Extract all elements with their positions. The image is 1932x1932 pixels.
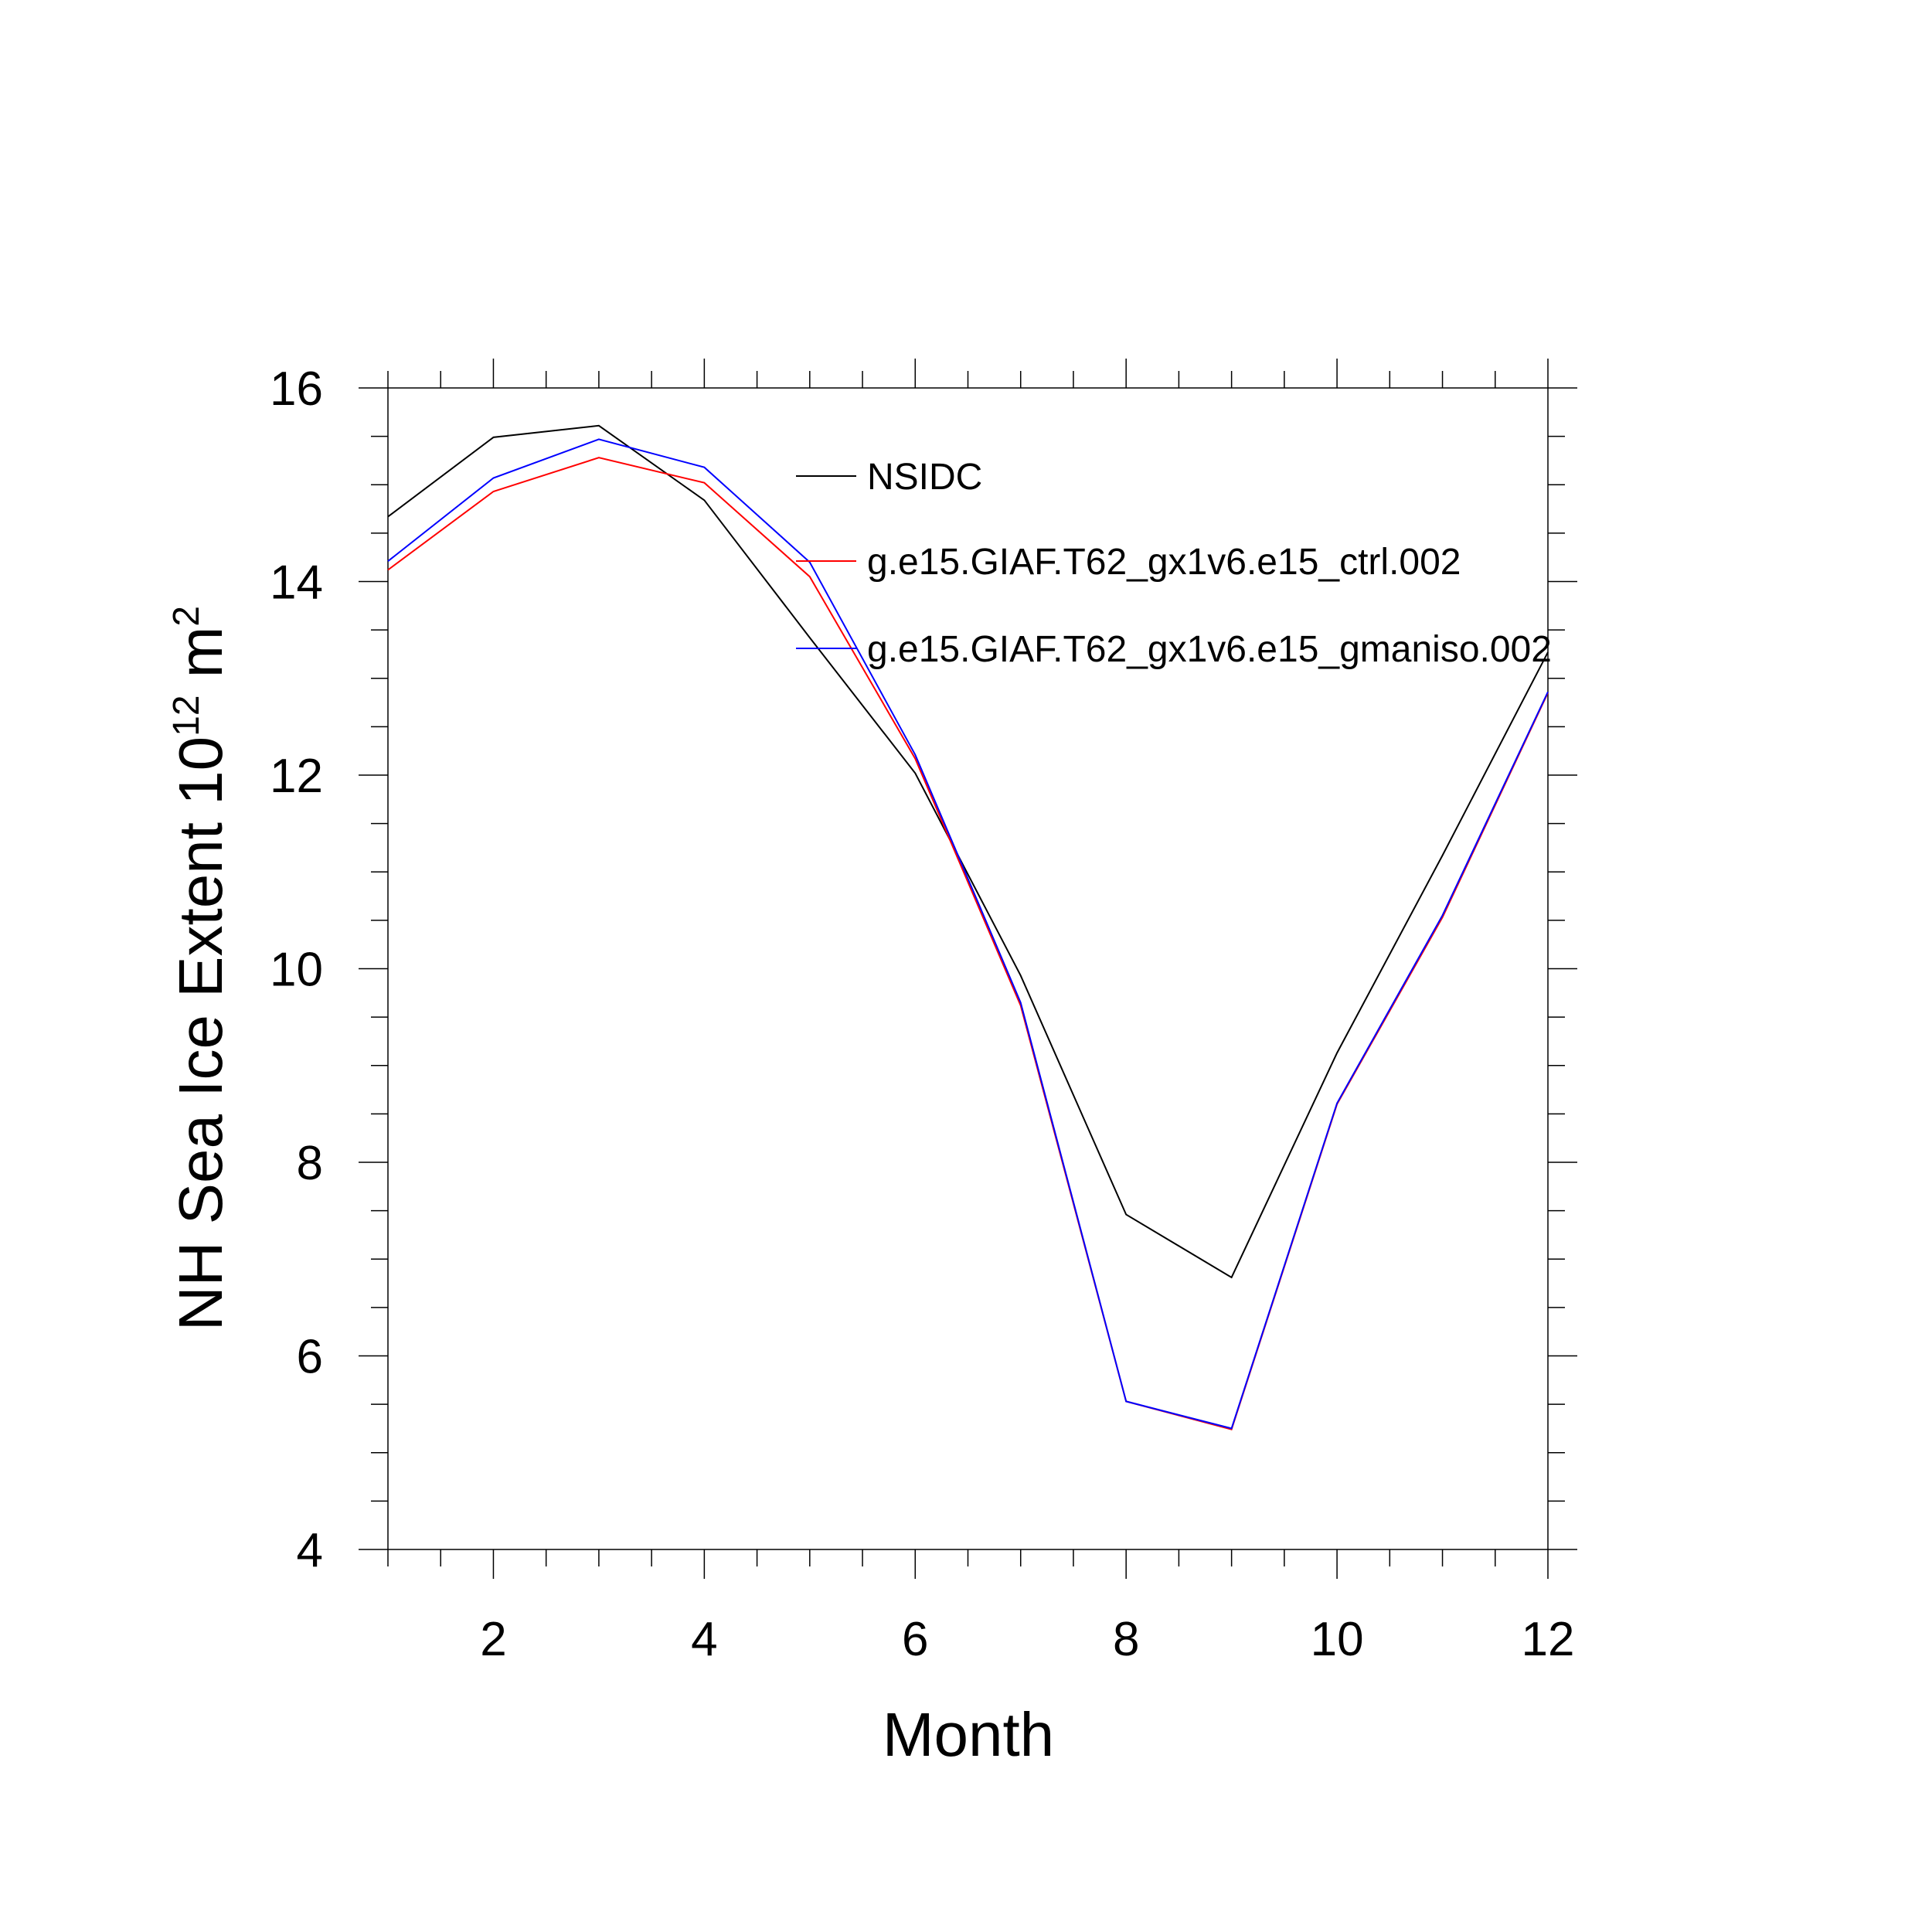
tick-labels: 2 4 6 8 10 12 4 6 8 10 12 14 16 — [270, 362, 1574, 1666]
x-tick-label: 6 — [902, 1613, 928, 1666]
y-tick-label: 14 — [270, 556, 323, 610]
series-line-2 — [387, 457, 1549, 1430]
y-axis-label-unit-exponent: 2 — [166, 606, 207, 627]
axis-ticks — [359, 359, 1577, 1579]
y-tick-label: 16 — [270, 362, 323, 416]
legend: NSIDC g.e15.GIAF.T62_gx1v6.e15_ctrl.002 g.… — [796, 457, 1552, 670]
x-tick-label: 12 — [1522, 1613, 1575, 1666]
series-line-3 — [387, 438, 1549, 1430]
y-axis-label-unit: m — [166, 627, 235, 696]
x-axis-label: Month — [883, 1700, 1054, 1769]
x-tick-label: 4 — [691, 1613, 717, 1666]
legend-label-2: g.e15.GIAF.T62_gx1v6.e15_ctrl.002 — [867, 542, 1461, 583]
series-lines — [387, 424, 1549, 1430]
y-axis-label: NH Sea Ice Extent 1012 m2 — [166, 606, 235, 1331]
legend-label-1: NSIDC — [867, 457, 982, 498]
series-line-1 — [387, 424, 1549, 1279]
y-tick-label: 12 — [270, 750, 323, 803]
x-tick-label: 8 — [1113, 1613, 1139, 1666]
y-tick-label: 4 — [297, 1524, 323, 1577]
y-tick-label: 8 — [297, 1137, 323, 1190]
y-axis-label-exponent: 12 — [166, 695, 207, 736]
y-axis-label-main: NH Sea Ice Extent 10 — [166, 736, 235, 1331]
x-tick-label: 10 — [1311, 1613, 1364, 1666]
y-tick-label: 10 — [270, 944, 323, 997]
y-tick-label: 6 — [297, 1331, 323, 1384]
x-tick-label: 2 — [480, 1613, 506, 1666]
legend-label-3: g.e15.GIAF.T62_gx1v6.e15_gmaniso.002 — [867, 629, 1552, 670]
